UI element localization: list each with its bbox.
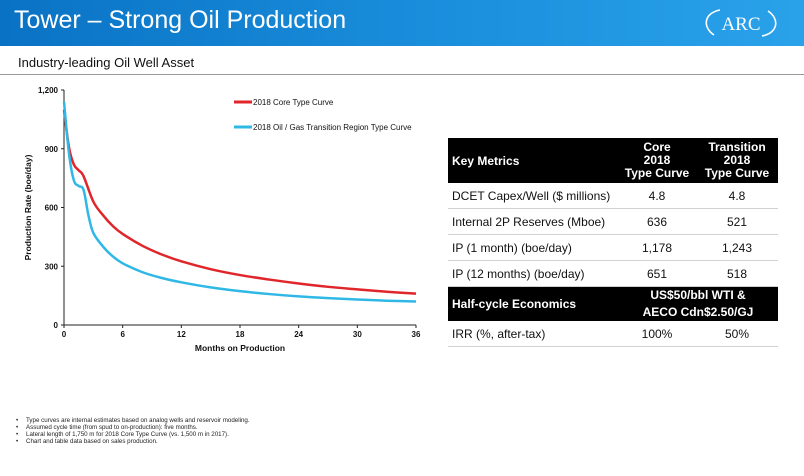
- subtitle: Industry-leading Oil Well Asset: [18, 55, 195, 70]
- row-label: Internal 2P Reserves (Mboe): [448, 208, 618, 235]
- y-tick-label: 1,200: [38, 86, 59, 95]
- core-value: 1,178: [618, 234, 696, 261]
- footnote: Type curves are internal estimates based…: [16, 417, 250, 424]
- transition-column-header: Transition 2018 Type Curve: [696, 138, 778, 183]
- transition-value: 521: [696, 208, 778, 235]
- header-bar: Tower – Strong Oil Production ARC: [0, 0, 804, 46]
- x-axis-label: Months on Production: [195, 343, 285, 353]
- table-row: IRR (%, after-tax) 100% 50%: [448, 321, 778, 347]
- economics-header-row: Half-cycle Economics US$50/bbl WTI & AECO…: [448, 286, 778, 321]
- core-value: 4.8: [618, 183, 696, 209]
- legend-label: 2018 Oil / Gas Transition Region Type Cu…: [253, 123, 412, 132]
- x-tick-label: 36: [412, 330, 421, 339]
- logo-text: ARC: [721, 14, 760, 35]
- transition-value: 4.8: [696, 183, 778, 209]
- table-row: Internal 2P Reserves (Mboe) 636 521: [448, 208, 778, 235]
- production-chart: 0 300 600 900 1,200 0 6 12 18 24 30 36 Months on Pro…: [23, 86, 421, 353]
- row-label: DCET Capex/Well ($ millions): [448, 183, 618, 209]
- economics-header-label: Half-cycle Economics: [448, 286, 618, 321]
- transition-value: 1,243: [696, 234, 778, 261]
- x-tick-label: 0: [62, 330, 67, 339]
- x-tick-label: 6: [120, 330, 125, 339]
- x-tick-label: 18: [236, 330, 245, 339]
- core-value: 100%: [618, 321, 696, 347]
- y-axis-label: Production Rate (boe/day): [23, 154, 33, 260]
- transition-value: 50%: [696, 321, 778, 347]
- row-label: IP (1 month) (boe/day): [448, 234, 618, 261]
- metrics-header-label: Key Metrics: [448, 138, 618, 183]
- series-line: [62, 109, 417, 295]
- y-tick-label: 600: [45, 204, 59, 213]
- price-assumption: US$50/bbl WTI & AECO Cdn$2.50/GJ: [618, 286, 778, 321]
- table-row: IP (12 months) (boe/day) 651 518: [448, 260, 778, 287]
- transition-value: 518: [696, 260, 778, 287]
- core-column-header: Core 2018 Type Curve: [618, 138, 696, 183]
- row-label: IP (12 months) (boe/day): [448, 260, 618, 287]
- core-value: 651: [618, 260, 696, 287]
- x-tick-label: 12: [177, 330, 186, 339]
- footnote: Assumed cycle time (from spud to on-prod…: [16, 424, 250, 431]
- legend-label: 2018 Core Type Curve: [253, 98, 334, 107]
- x-tick-label: 30: [353, 330, 362, 339]
- page-title: Tower – Strong Oil Production: [14, 6, 347, 34]
- divider: [0, 74, 804, 75]
- metrics-table: Key Metrics Core 2018 Type Curve Transitio…: [448, 138, 778, 347]
- row-label: IRR (%, after-tax): [448, 321, 618, 347]
- arc-logo: ARC: [705, 9, 777, 37]
- core-value: 636: [618, 208, 696, 235]
- metrics-header-row: Key Metrics Core 2018 Type Curve Transitio…: [448, 138, 778, 183]
- y-tick-label: 300: [45, 262, 59, 271]
- table-row: IP (1 month) (boe/day) 1,178 1,243: [448, 234, 778, 261]
- footnote: Lateral length of 1,750 m for 2018 Core …: [16, 431, 250, 438]
- y-tick-label: 900: [45, 145, 59, 154]
- table-row: DCET Capex/Well ($ millions) 4.8 4.8: [448, 183, 778, 209]
- x-tick-label: 24: [294, 330, 303, 339]
- footnotes: Type curves are internal estimates based…: [16, 417, 250, 445]
- y-tick-label: 0: [54, 321, 59, 330]
- series-line: [62, 101, 417, 303]
- footnote: Chart and table data based on sales prod…: [16, 438, 250, 445]
